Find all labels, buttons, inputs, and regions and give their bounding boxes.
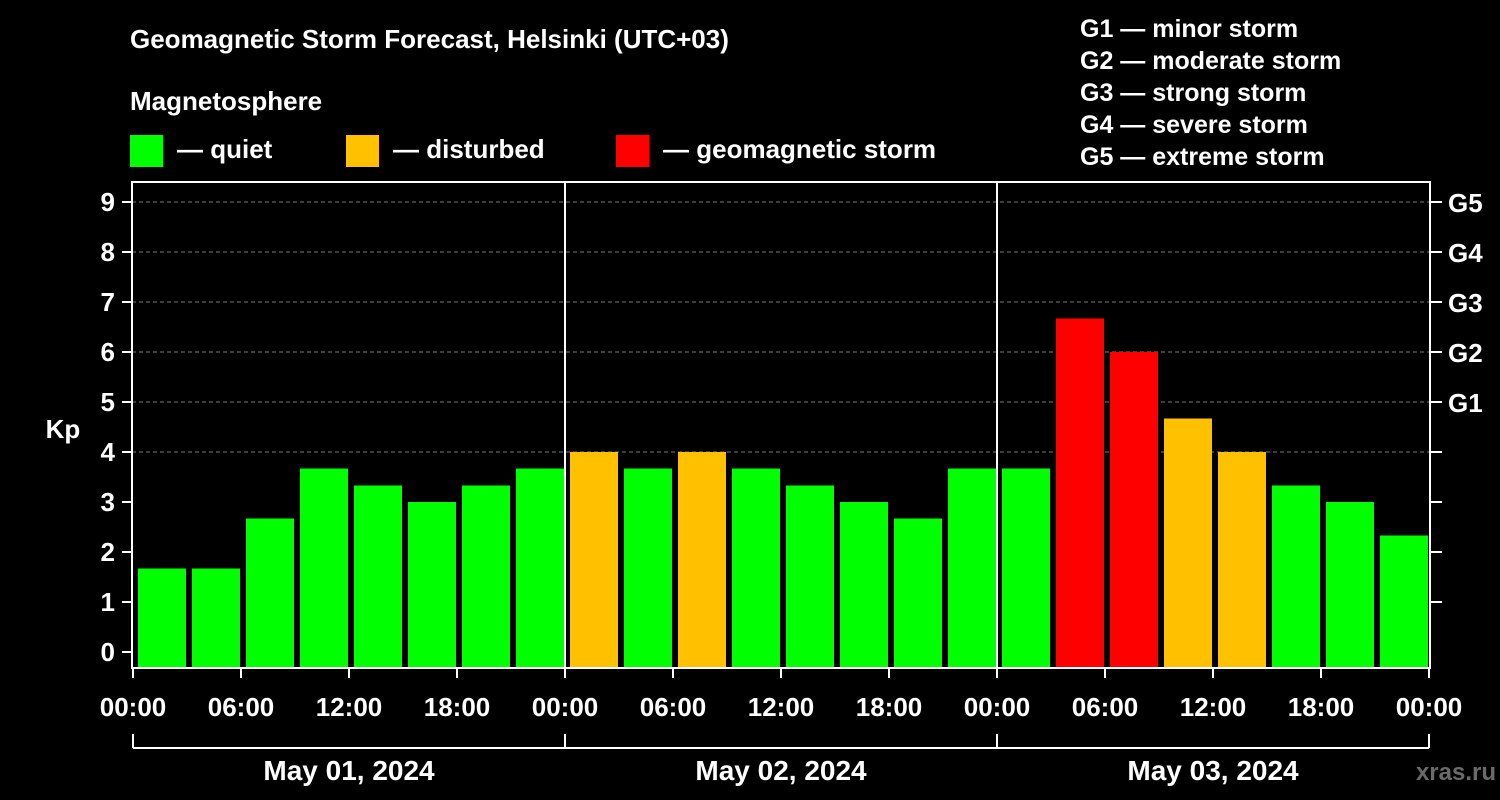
legend-swatch-disturbed	[346, 135, 379, 167]
bar	[948, 468, 996, 668]
bar	[1056, 318, 1104, 668]
right-tick-label: G5	[1448, 188, 1483, 218]
y-tick-label: 0	[101, 637, 115, 667]
x-tick-label: 00:00	[100, 692, 167, 722]
storm-scale-g3: G3 — strong storm	[1080, 79, 1306, 107]
bar	[624, 468, 672, 668]
bar	[408, 502, 456, 668]
x-tick-label: 12:00	[316, 692, 383, 722]
y-tick-label: 6	[101, 337, 115, 367]
y-tick-label: 2	[101, 537, 115, 567]
right-tick-label: G4	[1448, 238, 1483, 268]
day-brackets: May 01, 2024 May 02, 2024 May 03, 2024	[132, 734, 1430, 786]
legend-swatch-quiet	[130, 135, 163, 167]
bar	[1218, 452, 1266, 668]
legend-swatch-storm	[616, 135, 649, 167]
legend-label-disturbed: — disturbed	[393, 134, 545, 164]
bar	[462, 485, 510, 668]
bar	[192, 568, 240, 668]
x-tick-label: 12:00	[1180, 692, 1247, 722]
y-axis-ticks: 0 1 2 3 4 5 6 7 8 9	[101, 187, 132, 667]
bar	[246, 518, 294, 668]
y-tick-label: 7	[101, 287, 115, 317]
x-tick-label: 06:00	[1072, 692, 1139, 722]
y-tick-label: 8	[101, 237, 115, 267]
day-label: May 03, 2024	[1127, 755, 1299, 786]
x-axis-ticks: 00:00 06:00 12:00 18:00 00:00 06:00 12:00 18:00…	[100, 668, 1463, 722]
bar	[1002, 468, 1050, 668]
bar	[732, 468, 780, 668]
legend-quiet: — quiet	[130, 134, 273, 167]
bar	[786, 485, 834, 668]
x-tick-label: 18:00	[1288, 692, 1355, 722]
bar	[516, 468, 564, 668]
grid-lines	[132, 201, 1430, 453]
legend-storm: — geomagnetic storm	[616, 134, 936, 167]
right-tick-label: G3	[1448, 288, 1483, 318]
x-tick-label: 00:00	[532, 692, 599, 722]
x-tick-label: 00:00	[964, 692, 1031, 722]
bar	[354, 485, 402, 668]
legend-heading: Magnetosphere	[130, 86, 322, 116]
bar	[1110, 352, 1158, 668]
legend-label-storm: — geomagnetic storm	[663, 134, 936, 164]
bar	[300, 468, 348, 668]
x-tick-label: 06:00	[640, 692, 707, 722]
bar	[138, 568, 186, 668]
x-tick-label: 12:00	[748, 692, 815, 722]
x-tick-label: 00:00	[1396, 692, 1463, 722]
y-tick-label: 5	[101, 387, 115, 417]
storm-scale-g5: G5 — extreme storm	[1080, 143, 1325, 171]
y-tick-label: 3	[101, 487, 115, 517]
day-label: May 02, 2024	[695, 755, 867, 786]
y-tick-label: 1	[101, 587, 115, 617]
storm-scale-g1: G1 — minor storm	[1080, 15, 1298, 43]
legend-disturbed: — disturbed	[346, 134, 545, 167]
bars	[138, 318, 1428, 668]
storm-scale-list: G1 — minor storm G2 — moderate storm G3 …	[1080, 15, 1341, 171]
day-label: May 01, 2024	[263, 755, 435, 786]
legend-label-quiet: — quiet	[177, 134, 273, 164]
bar	[1380, 535, 1428, 668]
x-tick-label: 06:00	[208, 692, 275, 722]
y-tick-label: 4	[101, 437, 116, 467]
chart-title: Geomagnetic Storm Forecast, Helsinki (UT…	[130, 24, 729, 54]
y-axis-label: Kp	[46, 414, 81, 444]
storm-scale-g2: G2 — moderate storm	[1080, 47, 1341, 75]
bar	[1164, 418, 1212, 668]
x-tick-label: 18:00	[856, 692, 923, 722]
right-tick-label: G1	[1448, 388, 1483, 418]
right-axis-ticks: G1 G2 G3 G4 G5	[1430, 188, 1483, 603]
y-tick-label: 9	[101, 187, 115, 217]
bar	[678, 452, 726, 668]
x-tick-label: 18:00	[424, 692, 491, 722]
right-tick-label: G2	[1448, 338, 1483, 368]
storm-scale-g4: G4 — severe storm	[1080, 111, 1308, 139]
bar	[894, 518, 942, 668]
bar	[570, 452, 618, 668]
bar	[840, 502, 888, 668]
bar	[1326, 502, 1374, 668]
watermark: xras.ru	[1416, 759, 1496, 786]
bar	[1272, 485, 1320, 668]
